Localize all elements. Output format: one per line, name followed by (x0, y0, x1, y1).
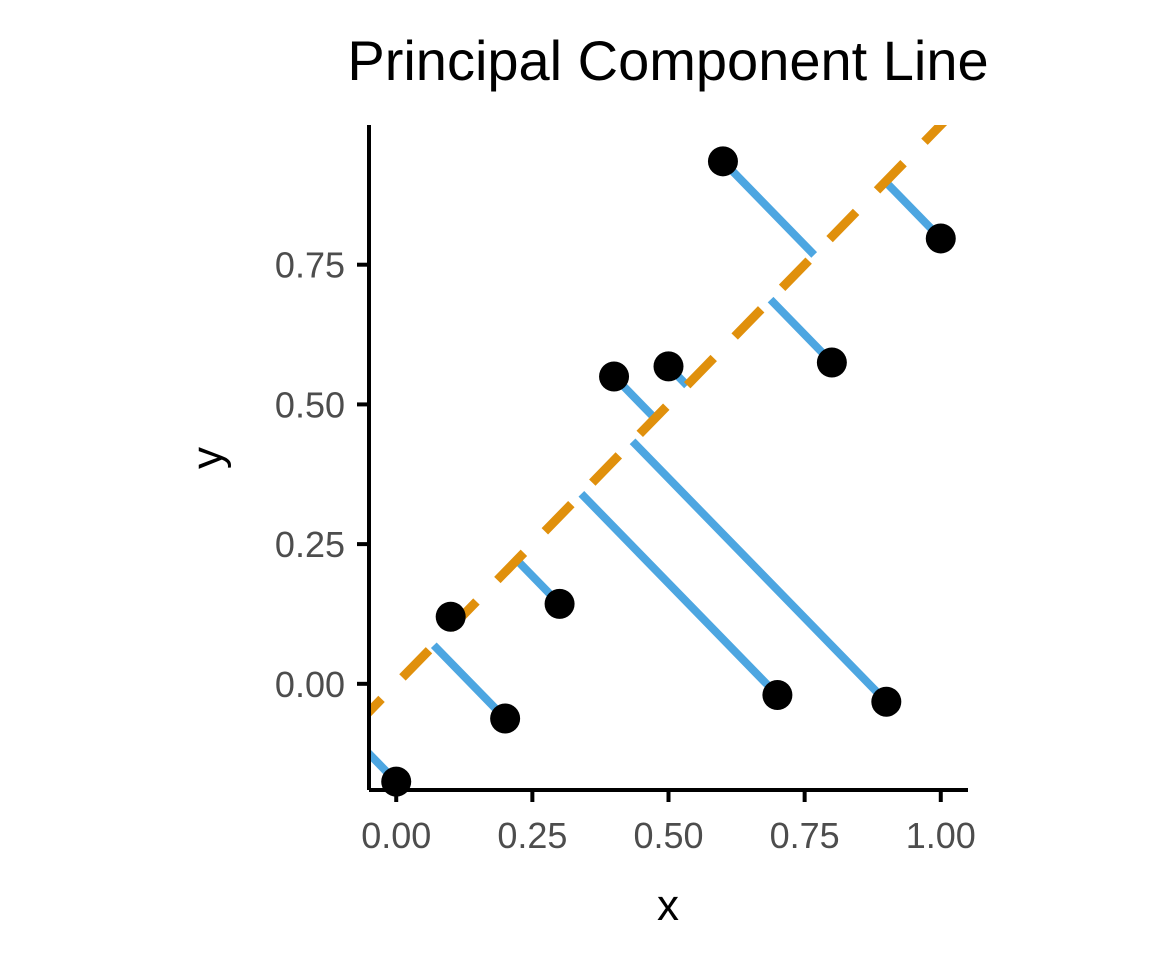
data-point (599, 361, 630, 392)
projection-segment (430, 642, 509, 722)
data-point (544, 588, 575, 619)
projection-segment (629, 438, 890, 705)
data-point (707, 146, 738, 177)
data-point (762, 680, 793, 710)
y-tick-label: 0.00 (275, 664, 345, 705)
data-point (653, 351, 684, 382)
chart-title: Principal Component Line (347, 29, 988, 92)
projection-segments (369, 158, 944, 785)
x-tick-label: 0.75 (770, 815, 840, 856)
y-axis-label: y (183, 447, 232, 469)
y-tick-label: 0.75 (275, 245, 345, 286)
x-tick-label: 1.00 (906, 815, 976, 856)
x-axis-label: x (657, 881, 679, 930)
y-axis-ticks: 0.00 0.25 0.50 0.75 (275, 245, 369, 705)
data-point (435, 601, 466, 632)
data-point (925, 223, 956, 254)
y-tick-label: 0.25 (275, 524, 345, 565)
projection-segment (720, 158, 818, 258)
y-tick-label: 0.50 (275, 384, 345, 425)
x-axis-ticks: 0.00 0.25 0.50 0.75 1.00 (361, 790, 976, 856)
projection-segment (578, 491, 781, 698)
pc-line (369, 125, 948, 719)
x-tick-label: 0.50 (633, 815, 703, 856)
data-point (816, 347, 847, 378)
data-point (871, 686, 902, 717)
x-tick-label: 0.25 (497, 815, 567, 856)
points-group (381, 146, 956, 797)
x-tick-label: 0.00 (361, 815, 431, 856)
pc-line-group (369, 125, 948, 719)
data-point (490, 703, 521, 734)
